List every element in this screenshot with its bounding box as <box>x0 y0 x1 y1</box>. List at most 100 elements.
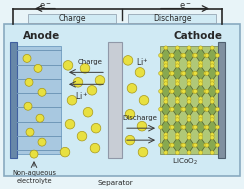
Polygon shape <box>184 66 194 81</box>
Polygon shape <box>184 48 194 63</box>
Text: e$^-$: e$^-$ <box>179 1 191 11</box>
Circle shape <box>205 89 209 93</box>
Circle shape <box>38 88 46 96</box>
Circle shape <box>192 53 196 57</box>
Circle shape <box>159 53 163 57</box>
Circle shape <box>204 71 208 75</box>
Circle shape <box>193 53 197 57</box>
Circle shape <box>169 143 173 147</box>
Polygon shape <box>172 66 183 81</box>
Circle shape <box>205 125 209 129</box>
Circle shape <box>210 64 214 68</box>
Circle shape <box>215 89 219 93</box>
Circle shape <box>164 118 168 122</box>
Bar <box>10 43 17 158</box>
Polygon shape <box>161 84 171 99</box>
Circle shape <box>169 53 173 57</box>
Text: Anode: Anode <box>23 31 61 41</box>
Polygon shape <box>207 138 217 153</box>
Circle shape <box>187 61 191 65</box>
Polygon shape <box>207 84 217 99</box>
Circle shape <box>210 115 214 119</box>
Circle shape <box>139 95 149 105</box>
Circle shape <box>187 64 191 68</box>
Circle shape <box>63 61 73 70</box>
Polygon shape <box>172 102 183 117</box>
Circle shape <box>187 133 191 137</box>
Circle shape <box>169 125 173 129</box>
Polygon shape <box>161 102 171 117</box>
Circle shape <box>215 143 219 147</box>
Polygon shape <box>172 48 183 63</box>
Circle shape <box>127 84 137 93</box>
Polygon shape <box>184 84 194 99</box>
Circle shape <box>199 133 203 137</box>
Text: Li$^+$: Li$^+$ <box>75 90 89 102</box>
Circle shape <box>210 133 214 137</box>
Circle shape <box>175 82 179 86</box>
Polygon shape <box>195 120 206 135</box>
Text: LiCoO$_2$: LiCoO$_2$ <box>172 157 198 167</box>
Circle shape <box>34 64 42 72</box>
Bar <box>4 25 240 176</box>
Circle shape <box>175 115 179 119</box>
Circle shape <box>182 89 186 93</box>
Circle shape <box>192 107 196 111</box>
Text: e$^-$: e$^-$ <box>39 1 51 11</box>
Circle shape <box>215 53 219 57</box>
Circle shape <box>170 53 174 57</box>
Text: Cathode: Cathode <box>173 31 223 41</box>
Circle shape <box>169 71 173 75</box>
Circle shape <box>164 64 168 68</box>
Circle shape <box>170 107 174 111</box>
Circle shape <box>181 53 185 57</box>
Circle shape <box>24 102 32 110</box>
Circle shape <box>187 100 191 104</box>
Circle shape <box>181 71 185 75</box>
Circle shape <box>95 76 105 85</box>
Polygon shape <box>195 84 206 99</box>
Polygon shape <box>207 120 217 135</box>
Circle shape <box>193 143 197 147</box>
Circle shape <box>164 115 168 119</box>
Circle shape <box>182 125 186 129</box>
Polygon shape <box>207 66 217 81</box>
Circle shape <box>170 143 174 147</box>
Circle shape <box>175 118 179 122</box>
Text: Discharge: Discharge <box>153 14 191 23</box>
Circle shape <box>91 123 101 133</box>
Circle shape <box>187 46 191 50</box>
Circle shape <box>123 56 133 65</box>
Circle shape <box>199 61 203 65</box>
Circle shape <box>169 89 173 93</box>
Circle shape <box>65 119 75 129</box>
Text: Separator: Separator <box>97 180 133 186</box>
Bar <box>218 43 225 158</box>
Polygon shape <box>161 48 171 63</box>
Circle shape <box>175 97 179 101</box>
Polygon shape <box>184 102 194 117</box>
Circle shape <box>182 71 186 75</box>
Circle shape <box>199 64 203 68</box>
Circle shape <box>192 125 196 129</box>
Circle shape <box>187 136 191 140</box>
Polygon shape <box>172 120 183 135</box>
Bar <box>28 14 116 23</box>
Circle shape <box>164 151 168 155</box>
Circle shape <box>36 114 44 122</box>
Circle shape <box>175 151 179 155</box>
Circle shape <box>83 107 93 117</box>
Circle shape <box>125 135 135 145</box>
Circle shape <box>175 100 179 104</box>
Circle shape <box>210 136 214 140</box>
Circle shape <box>181 125 185 129</box>
Circle shape <box>170 125 174 129</box>
Circle shape <box>205 107 209 111</box>
Circle shape <box>135 67 145 77</box>
Circle shape <box>199 46 203 50</box>
Circle shape <box>187 97 191 101</box>
Circle shape <box>164 82 168 86</box>
Circle shape <box>164 136 168 140</box>
Circle shape <box>170 71 174 75</box>
Circle shape <box>204 89 208 93</box>
